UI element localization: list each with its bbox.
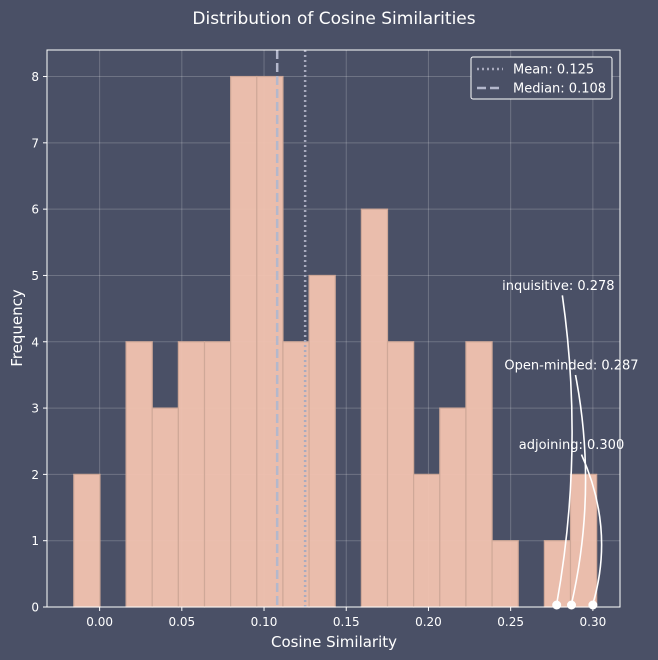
histogram-bar bbox=[125, 341, 153, 608]
legend: Mean: 0.125 Median: 0.108 bbox=[470, 56, 613, 100]
y-tick-label: 1 bbox=[31, 534, 39, 548]
histogram-bar bbox=[203, 341, 232, 608]
y-axis-ticks: 0 1 2 3 4 5 6 7 8 bbox=[31, 70, 47, 615]
annotation-label: adjoining: 0.300 bbox=[519, 438, 624, 453]
y-axis-label: Frequency bbox=[8, 289, 26, 367]
annotations: inquisitive: 0.278 Open-minded: 0.287 adjo… bbox=[502, 279, 639, 610]
histogram-bar bbox=[256, 75, 284, 608]
reference-lines bbox=[275, 50, 307, 607]
histogram-bar bbox=[360, 208, 389, 608]
x-axis-label: Cosine Similarity bbox=[271, 633, 397, 651]
legend-mean-label: Mean: 0.125 bbox=[513, 63, 594, 78]
y-tick-label: 6 bbox=[31, 203, 39, 217]
histogram-bar bbox=[73, 473, 101, 608]
legend-median-label: Median: 0.108 bbox=[513, 82, 606, 97]
y-tick-label: 4 bbox=[31, 335, 39, 349]
annotation-arrow bbox=[555, 295, 573, 605]
x-tick-label: 0.30 bbox=[580, 615, 607, 629]
y-tick-label: 5 bbox=[31, 269, 39, 283]
x-tick-label: 0.00 bbox=[86, 615, 113, 629]
legend-box bbox=[470, 56, 613, 100]
annotation-label: Open-minded: 0.287 bbox=[504, 358, 638, 373]
annotation-arrowhead bbox=[566, 600, 576, 610]
histogram-bar bbox=[386, 341, 415, 608]
histogram-bar bbox=[308, 274, 336, 608]
x-tick-label: 0.05 bbox=[168, 615, 195, 629]
annotation-arrow bbox=[580, 454, 603, 605]
annotation-arrowhead bbox=[552, 600, 562, 610]
histogram-bar bbox=[177, 341, 206, 608]
histogram-bar bbox=[413, 473, 441, 608]
annotation-label: inquisitive: 0.278 bbox=[502, 279, 614, 294]
chart-title: Distribution of Cosine Similarities bbox=[192, 9, 475, 29]
histogram-bars bbox=[73, 75, 598, 608]
histogram-bar bbox=[439, 407, 467, 608]
histogram-bar bbox=[151, 407, 179, 608]
annotation-arrow bbox=[570, 374, 587, 605]
x-tick-label: 0.10 bbox=[251, 615, 278, 629]
y-tick-label: 0 bbox=[31, 601, 39, 615]
y-tick-label: 8 bbox=[31, 70, 39, 84]
histogram-bar bbox=[465, 341, 493, 608]
y-tick-label: 7 bbox=[31, 136, 39, 150]
annotation-arrowhead bbox=[588, 600, 598, 610]
x-tick-label: 0.25 bbox=[497, 615, 524, 629]
y-tick-label: 3 bbox=[31, 402, 39, 416]
plot-frame bbox=[46, 49, 621, 608]
histogram-bar bbox=[491, 540, 519, 608]
histogram-bar bbox=[230, 75, 258, 608]
x-tick-label: 0.20 bbox=[415, 615, 442, 629]
y-tick-label: 2 bbox=[31, 468, 39, 482]
x-axis-ticks: 0.00 0.05 0.10 0.15 0.20 0.25 0.30 bbox=[86, 607, 606, 629]
x-tick-label: 0.15 bbox=[333, 615, 360, 629]
